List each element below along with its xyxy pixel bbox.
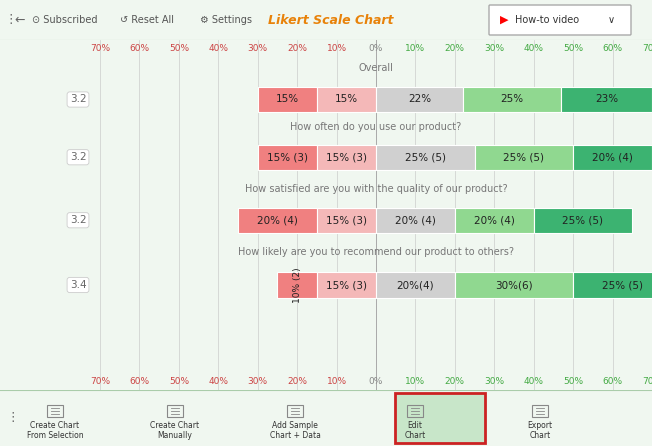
Text: 15% (3): 15% (3) [326,152,367,162]
Text: 20%: 20% [445,377,465,386]
Bar [317,208,376,233]
Text: ∨: ∨ [608,15,615,25]
Text: Likert Scale Chart: Likert Scale Chart [268,13,394,26]
Text: 30%: 30% [248,377,268,386]
Bar [561,87,652,112]
Text: 30%: 30% [484,44,505,53]
Text: 50%: 50% [169,377,189,386]
Text: 3.4: 3.4 [70,280,86,290]
Text: Create Chart
From Selection: Create Chart From Selection [27,421,83,440]
Text: 25% (5): 25% (5) [563,215,604,225]
Text: 10%: 10% [327,44,347,53]
Text: ←: ← [14,13,25,26]
Text: Edit
Chart: Edit Chart [404,421,426,440]
Bar [317,87,376,112]
Text: 3.2: 3.2 [70,95,86,104]
Text: Create Chart
Manually: Create Chart Manually [151,421,200,440]
Bar [317,273,376,297]
Text: 0%: 0% [369,377,383,386]
Text: How likely are you to recommend our product to others?: How likely are you to recommend our prod… [238,247,514,257]
Text: 60%: 60% [602,377,623,386]
Text: 60%: 60% [602,44,623,53]
Text: 40%: 40% [524,377,544,386]
Text: How often do you use our product?: How often do you use our product? [290,123,462,132]
Text: 15%: 15% [276,95,299,104]
Text: 20% (4): 20% (4) [474,215,514,225]
Text: 60%: 60% [129,44,149,53]
Text: 20% (4): 20% (4) [395,215,436,225]
Bar [463,87,561,112]
Text: 20% (4): 20% (4) [257,215,298,225]
Text: 15% (3): 15% (3) [326,215,367,225]
Text: ⊙ Subscribed: ⊙ Subscribed [32,15,98,25]
Text: 50%: 50% [563,377,583,386]
Text: 20% (4): 20% (4) [592,152,633,162]
Text: 15%: 15% [335,95,358,104]
Text: 70%: 70% [642,377,652,386]
Bar [376,208,455,233]
Text: 10%: 10% [406,44,426,53]
Text: 40%: 40% [208,377,228,386]
Text: 40%: 40% [208,44,228,53]
Text: 20%: 20% [287,377,307,386]
Text: 25%: 25% [501,95,524,104]
Bar [573,145,652,170]
Text: ↺ Reset All: ↺ Reset All [120,15,174,25]
Bar [376,145,475,170]
Bar [317,145,376,170]
Text: 25% (5): 25% (5) [602,280,643,290]
Text: 40%: 40% [524,44,544,53]
Text: 22%: 22% [408,95,431,104]
Text: 15% (3): 15% (3) [326,280,367,290]
Bar [455,208,534,233]
Bar [258,145,317,170]
Text: 50%: 50% [169,44,189,53]
Text: 20%: 20% [445,44,465,53]
Bar [278,273,317,297]
Text: 60%: 60% [129,377,149,386]
Bar [475,145,573,170]
Bar [455,273,573,297]
Text: 3.2: 3.2 [70,215,86,225]
Bar [238,208,317,233]
Text: 30%(6): 30%(6) [495,280,533,290]
Text: ⋮: ⋮ [4,13,16,26]
Text: 70%: 70% [90,44,110,53]
Bar [534,208,632,233]
Bar [573,273,652,297]
Text: 20%(4): 20%(4) [396,280,434,290]
FancyBboxPatch shape [489,5,631,35]
Text: 23%: 23% [595,95,618,104]
Text: How satisfied are you with the quality of our product?: How satisfied are you with the quality o… [244,184,507,194]
Text: 70%: 70% [90,377,110,386]
Text: How-to video: How-to video [515,15,579,25]
Text: Overall: Overall [359,63,393,73]
Text: 25% (5): 25% (5) [503,152,544,162]
Text: 0%: 0% [369,44,383,53]
Text: 25% (5): 25% (5) [405,152,446,162]
Text: 50%: 50% [563,44,583,53]
Text: 30%: 30% [248,44,268,53]
Text: 15% (3): 15% (3) [267,152,308,162]
Text: ⚙ Settings: ⚙ Settings [200,15,252,25]
Text: 70%: 70% [642,44,652,53]
Text: 30%: 30% [484,377,505,386]
Text: ▶: ▶ [500,15,509,25]
Text: ⋮: ⋮ [6,412,18,425]
Text: 10%: 10% [406,377,426,386]
Text: 20%: 20% [287,44,307,53]
Bar [258,87,317,112]
FancyBboxPatch shape [395,393,485,443]
Text: 10%: 10% [327,377,347,386]
Bar [376,87,463,112]
Text: 10% (2): 10% (2) [293,267,302,303]
Text: Export
Chart: Export Chart [527,421,552,440]
Bar [376,273,455,297]
Text: 3.2: 3.2 [70,152,86,162]
Text: Add Sample
Chart + Data: Add Sample Chart + Data [269,421,320,440]
